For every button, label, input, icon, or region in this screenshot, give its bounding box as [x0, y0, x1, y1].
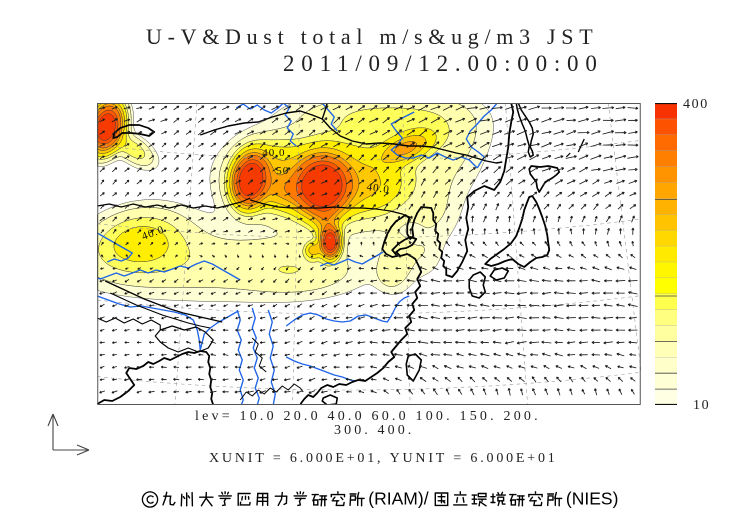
svg-text:(RIAM)/: (RIAM)/ [368, 489, 428, 509]
svg-text:40.0: 40.0 [366, 181, 391, 196]
svg-text:50: 50 [276, 165, 289, 177]
svg-text:40.0: 40.0 [262, 147, 285, 159]
svg-text:(NIES): (NIES) [566, 489, 619, 509]
